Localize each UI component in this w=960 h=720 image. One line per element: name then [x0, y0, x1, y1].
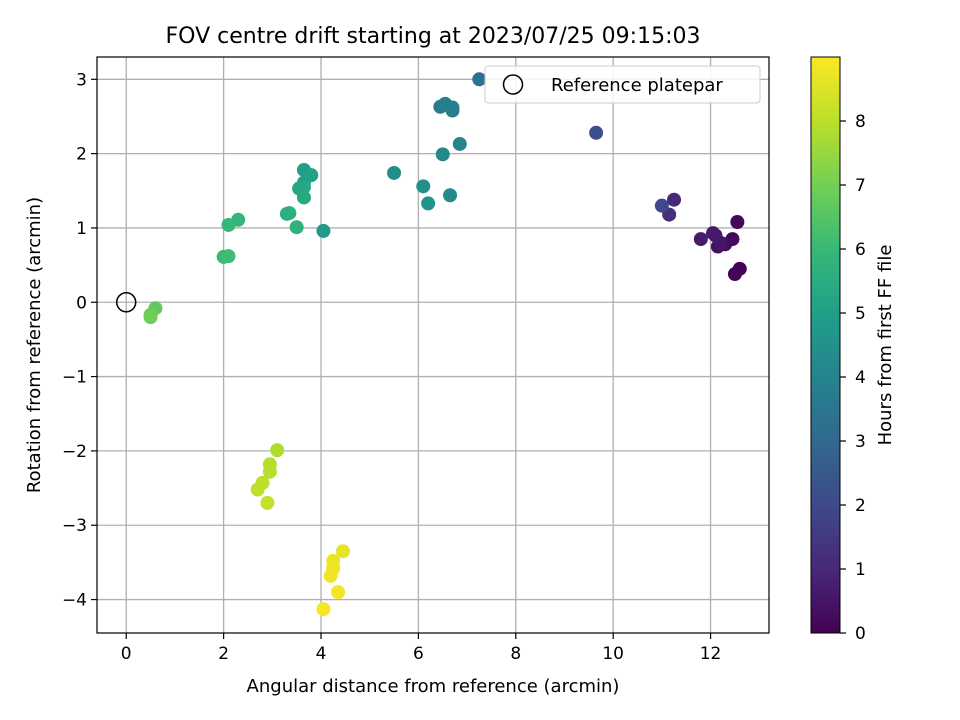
data-point: [250, 482, 265, 497]
data-point: [706, 226, 720, 241]
data-point: [452, 136, 467, 151]
y-tick-label: −3: [62, 516, 87, 536]
y-tick-label: −1: [62, 368, 87, 388]
x-tick-label: 4: [316, 644, 327, 664]
data-point: [143, 310, 158, 325]
data-point: [730, 214, 745, 229]
colorbar-tick-label: 7: [855, 176, 866, 196]
colorbar: 0 1 2 3 4 5 6 7 8 Hours from first FF file: [810, 56, 896, 644]
colorbar-tick-label: 6: [855, 240, 866, 260]
data-point: [421, 196, 436, 211]
data-point: [472, 72, 487, 87]
reference-platepar-marker: [115, 292, 137, 313]
x-tick-label: 6: [413, 644, 424, 664]
x-tick-label: 10: [602, 644, 624, 664]
y-tick-label: 3: [76, 70, 87, 90]
data-point: [316, 602, 331, 617]
data-point: [260, 495, 275, 510]
y-tick-label: −4: [62, 591, 87, 611]
x-axis-ticks: 0 2 4 6 8 10 12: [121, 633, 722, 664]
y-tick-label: 2: [76, 145, 87, 165]
grid: [97, 57, 769, 633]
data-point: [262, 464, 277, 479]
data-point: [387, 165, 402, 180]
data-point: [282, 206, 297, 221]
data-point: [416, 179, 431, 194]
x-axis-label: Angular distance from reference (arcmin): [247, 676, 620, 697]
legend-entry-reference: Reference platepar: [551, 75, 723, 96]
x-tick-label: 0: [121, 644, 132, 664]
data-point: [331, 585, 346, 600]
colorbar-gradient: [810, 56, 841, 634]
y-axis-ticks: −4 −3 −2 −1 0 1 2 3: [62, 70, 97, 611]
y-tick-label: −2: [62, 442, 87, 462]
data-point: [654, 198, 669, 213]
colorbar-tick-label: 3: [855, 432, 866, 452]
colorbar-ticks: 0 1 2 3 4 5 6 7 8: [840, 112, 866, 644]
data-point: [221, 249, 236, 264]
y-tick-label: 1: [76, 219, 87, 239]
data-point: [435, 147, 450, 162]
data-point: [335, 544, 350, 559]
x-tick-label: 2: [218, 644, 229, 664]
colorbar-tick-label: 2: [855, 496, 866, 516]
legend-marker-icon: [502, 74, 524, 95]
x-tick-label: 8: [510, 644, 521, 664]
legend-box: [484, 65, 761, 104]
chart-title: FOV centre drift starting at 2023/07/25 …: [166, 24, 701, 49]
legend: Reference platepar: [484, 65, 761, 104]
colorbar-tick-label: 5: [855, 304, 866, 324]
data-point: [445, 100, 460, 115]
colorbar-tick-label: 8: [855, 112, 866, 132]
data-point: [289, 220, 304, 235]
data-point: [296, 180, 311, 195]
data-point: [323, 568, 338, 583]
colorbar-tick-label: 1: [855, 560, 866, 580]
scatter-points: [143, 72, 747, 617]
colorbar-label: Hours from first FF file: [875, 245, 896, 446]
colorbar-tick-label: 0: [855, 624, 866, 644]
data-point: [270, 443, 285, 458]
data-point: [316, 223, 331, 238]
x-tick-label: 12: [700, 644, 722, 664]
data-point: [221, 217, 236, 232]
data-point: [296, 190, 311, 205]
data-point: [667, 192, 682, 207]
reference-marker: [115, 292, 137, 313]
y-axis-label: Rotation from reference (arcmin): [24, 197, 45, 493]
data-point: [727, 267, 742, 282]
data-point: [443, 188, 458, 203]
data-point: [304, 168, 319, 183]
y-tick-label: 0: [76, 293, 87, 313]
data-point: [693, 232, 708, 247]
data-point: [589, 125, 604, 140]
plot-frame: [96, 56, 770, 634]
colorbar-tick-label: 4: [855, 368, 866, 388]
